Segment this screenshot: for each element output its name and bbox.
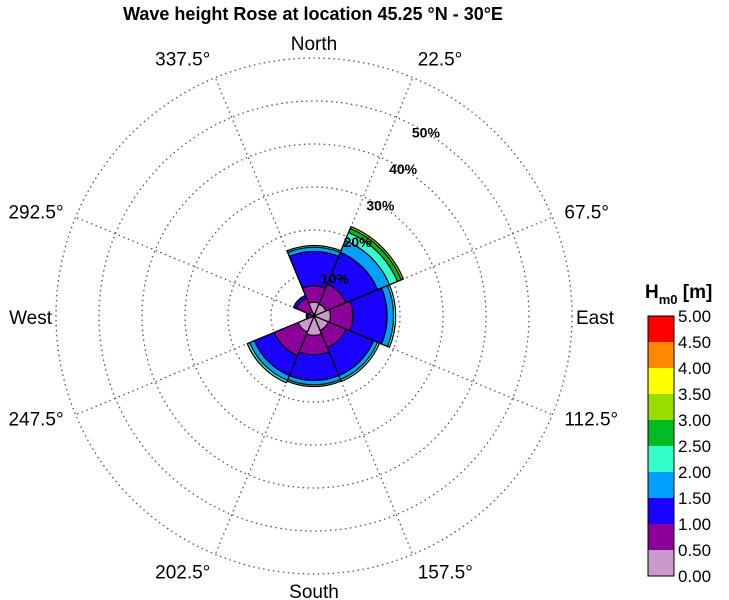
colorbar-swatch bbox=[648, 394, 674, 420]
colorbar-swatch bbox=[648, 446, 674, 472]
label-south: South bbox=[289, 582, 339, 600]
direction-tick-label: 247.5° bbox=[8, 410, 63, 431]
grid-ring bbox=[141, 143, 487, 489]
colorbar-label: 2.00 bbox=[678, 463, 711, 482]
label-west: West bbox=[9, 308, 53, 329]
colorbar-swatch bbox=[648, 524, 674, 550]
direction-tick-label: 112.5° bbox=[564, 410, 618, 431]
colorbar-frame bbox=[647, 315, 675, 577]
rose-sector-bin bbox=[295, 297, 315, 317]
direction-tick-label: 202.5° bbox=[155, 562, 210, 583]
polar-grid bbox=[55, 57, 573, 575]
rose-sector-bin bbox=[309, 311, 315, 317]
colorbar-label: 4.00 bbox=[678, 359, 711, 378]
grid-ring bbox=[98, 100, 530, 532]
colorbar-swatch bbox=[648, 472, 674, 498]
grid-ring bbox=[227, 229, 401, 403]
colorbar-swatch bbox=[648, 498, 674, 524]
direction-tick-labels: 22.5° 67.5° 112.5° 157.5° 202.5° 247.5° 292.5°… bbox=[8, 50, 618, 584]
direction-tick-label: 22.5° bbox=[418, 50, 463, 71]
colorbar-label: 4.50 bbox=[678, 333, 711, 352]
direction-tick-label: 292.5° bbox=[8, 202, 63, 223]
grid-spoke bbox=[75, 216, 315, 317]
grid-spoke bbox=[75, 315, 315, 416]
ring-label: 10% bbox=[321, 271, 350, 287]
colorbar: 5.00 4.50 4.00 3.50 3.00 2.50 2.00 1.50 1.00 0.50… bbox=[645, 282, 712, 586]
grid-ring bbox=[55, 57, 573, 575]
grid-spoke bbox=[313, 315, 414, 555]
rose-sectors bbox=[246, 226, 404, 388]
ring-label: 50% bbox=[412, 125, 441, 141]
grid-spoke bbox=[313, 216, 553, 317]
colorbar-swatch bbox=[648, 342, 674, 368]
colorbar-swatch bbox=[648, 420, 674, 446]
colorbar-swatch bbox=[648, 368, 674, 394]
rose-sector-bin bbox=[297, 315, 315, 333]
colorbar-label: 0.50 bbox=[678, 541, 711, 560]
label-north: North bbox=[291, 34, 337, 55]
colorbar-label: 3.50 bbox=[678, 385, 711, 404]
direction-tick-label: 67.5° bbox=[564, 202, 609, 223]
ring-label: 40% bbox=[389, 161, 418, 177]
grid-spoke bbox=[313, 315, 553, 416]
colorbar-label: 5.00 bbox=[678, 307, 711, 326]
grid-spoke bbox=[214, 77, 315, 317]
colorbar-swatch bbox=[648, 550, 674, 576]
direction-tick-label: 157.5° bbox=[418, 562, 473, 583]
colorbar-label: 2.50 bbox=[678, 437, 711, 456]
colorbar-label: 1.50 bbox=[678, 489, 711, 508]
colorbar-swatch bbox=[648, 316, 674, 342]
label-east: East bbox=[576, 308, 615, 329]
ring-label: 20% bbox=[344, 234, 373, 250]
colorbar-title: Hm0 [m] bbox=[645, 282, 712, 307]
grid-spoke bbox=[313, 77, 414, 317]
grid-spoke bbox=[214, 315, 315, 555]
colorbar-label: 0.00 bbox=[678, 567, 711, 586]
chart-title: Wave height Rose at location 45.25 °N - … bbox=[123, 4, 503, 24]
direction-tick-label: 337.5° bbox=[155, 50, 210, 71]
ring-label: 30% bbox=[366, 198, 395, 214]
grid-ring bbox=[184, 186, 444, 446]
ring-labels: 10% 20% 30% 40% 50% bbox=[321, 125, 441, 287]
colorbar-label: 3.00 bbox=[678, 411, 711, 430]
colorbar-label: 1.00 bbox=[678, 515, 711, 534]
